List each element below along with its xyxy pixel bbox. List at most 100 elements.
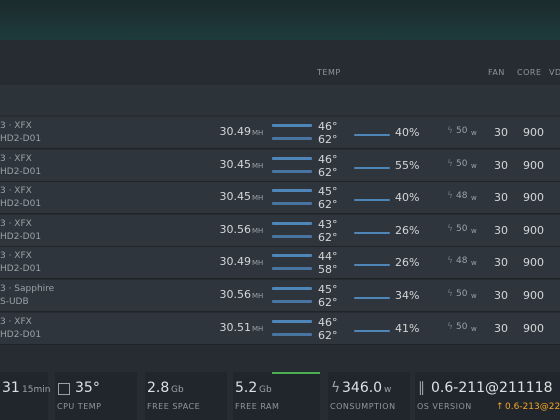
- fan-graph: [354, 166, 390, 169]
- power-icon: ϟ: [447, 158, 453, 169]
- spark-bar: [272, 254, 312, 258]
- hashrate-unit: MH: [252, 324, 264, 333]
- fan-graph: [354, 329, 390, 332]
- mem-temp: 62°: [318, 133, 338, 146]
- fan-setting: 30: [494, 191, 508, 205]
- spark-bar: [272, 319, 312, 323]
- fan-speed: 41%: [395, 321, 420, 335]
- temp: 44°: [318, 250, 338, 264]
- fan-speed: 40%: [395, 191, 420, 205]
- gpu-brand: 3 · XFX: [0, 121, 32, 131]
- stat-label: FREE RAM: [235, 402, 280, 411]
- hashrate: 30.56: [219, 222, 252, 236]
- core-clock: 900: [523, 289, 544, 302]
- core-clock: 900: [523, 256, 544, 270]
- fan-speed: 26%: [395, 223, 420, 237]
- gpu-brand: 3 · XFX: [0, 153, 32, 164]
- power-unit: w: [471, 324, 477, 333]
- temp: 45°: [318, 185, 338, 199]
- spark-bar: [272, 189, 312, 193]
- rig-row: [0, 85, 560, 115]
- fan-speed: 55%: [395, 158, 420, 172]
- stat-value: 2.8: [147, 380, 170, 396]
- gpu-model: HD2-D01: [0, 199, 42, 210]
- os-icon: ∥: [418, 380, 425, 396]
- mem-temp: 58°: [318, 263, 338, 277]
- stat-unit: Gb: [259, 385, 272, 395]
- column-header: VD: [549, 68, 560, 77]
- gpu-row[interactable]: [0, 149, 560, 182]
- temp: 45°: [318, 283, 338, 296]
- fan-setting: 30: [494, 289, 508, 302]
- stat-label: CONSUMPTION: [330, 402, 396, 411]
- spark-bar: [272, 234, 312, 238]
- stat-value: 0.6-211@211118: [431, 380, 553, 396]
- gpu-row[interactable]: [0, 312, 560, 345]
- power-unit: w: [471, 226, 477, 235]
- stat-value: 31: [2, 380, 20, 396]
- hashrate: 30.56: [219, 288, 252, 301]
- gpu-model: HD2-D01: [0, 166, 42, 177]
- gpu-brand: 3 · XFX: [0, 316, 32, 327]
- gpu-row[interactable]: [0, 182, 560, 215]
- gpu-model: S-UDB: [0, 297, 29, 307]
- fan-setting: 30: [494, 126, 508, 139]
- gpu-brand: 3 · XFX: [0, 218, 32, 229]
- hashrate: 30.49: [219, 255, 252, 269]
- hashrate: 30.45: [219, 190, 252, 204]
- power-unit: w: [471, 194, 477, 203]
- hashrate-unit: MH: [252, 194, 264, 203]
- gpu-row[interactable]: [0, 214, 560, 247]
- power: 48: [456, 191, 468, 202]
- spark-bar: [272, 202, 312, 206]
- power-icon: ϟ: [447, 256, 453, 267]
- power-unit: w: [471, 129, 477, 137]
- power-unit: w: [471, 292, 477, 300]
- spark-bar: [272, 221, 312, 225]
- mem-temp: 62°: [318, 230, 338, 244]
- spark-bar: [272, 169, 312, 173]
- hashrate: 30.49: [219, 125, 252, 138]
- power-icon: ϟ: [331, 380, 341, 396]
- power: 50: [456, 126, 468, 136]
- stat-value: 35°: [75, 380, 100, 396]
- power-icon: ϟ: [447, 289, 453, 299]
- stat-tile: [0, 372, 48, 420]
- fan-setting: 30: [494, 321, 508, 335]
- column-header: CORE: [517, 68, 542, 77]
- stat-value: 5.2: [235, 380, 258, 396]
- temp: 46°: [318, 120, 338, 133]
- gpu-model: HD2-D01: [0, 231, 42, 242]
- temp: 43°: [318, 217, 338, 231]
- column-header: FAN: [488, 68, 505, 77]
- hashrate-unit: MH: [252, 129, 264, 137]
- os-update[interactable]: 0.6-213@220: [505, 402, 560, 412]
- hashrate-unit: MH: [252, 259, 264, 268]
- gpu-row[interactable]: [0, 280, 560, 312]
- stat-tile: [233, 372, 320, 420]
- stat-label: FREE SPACE: [147, 402, 201, 411]
- mem-temp: 62°: [318, 198, 338, 212]
- gpu-model: HD2-D01: [0, 329, 42, 340]
- top-bar: [0, 0, 560, 40]
- mem-temp: 62°: [318, 165, 338, 179]
- spark-bar: [272, 124, 312, 127]
- fan-graph: [354, 264, 390, 267]
- gpu-brand: 3 · XFX: [0, 251, 32, 262]
- core-clock: 900: [523, 223, 544, 237]
- hashrate-unit: MH: [252, 161, 264, 170]
- cpu-icon: [58, 383, 70, 395]
- temp: 46°: [318, 315, 338, 329]
- fan-graph: [354, 199, 390, 202]
- spark-bar: [272, 137, 312, 140]
- power: 50: [456, 289, 468, 299]
- gpu-row[interactable]: [0, 247, 560, 280]
- mem-temp: 62°: [318, 296, 338, 309]
- hashrate: 30.51: [219, 320, 252, 334]
- stat-unit: Gb: [171, 385, 184, 395]
- gpu-row[interactable]: [0, 117, 560, 149]
- spark-bar: [272, 332, 312, 336]
- power: 50: [456, 158, 468, 169]
- stat-unit: w: [384, 385, 392, 395]
